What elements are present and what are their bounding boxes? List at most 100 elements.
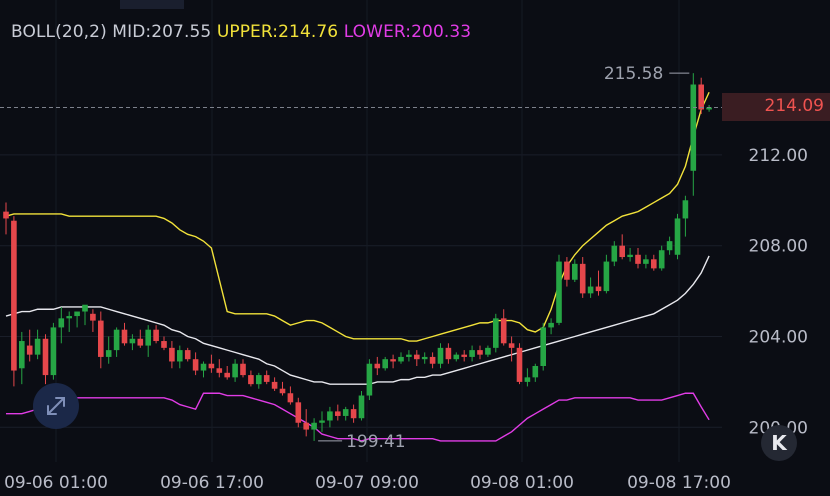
candles <box>3 73 712 441</box>
candle <box>421 352 428 364</box>
candle <box>532 363 539 382</box>
candle <box>11 216 17 387</box>
tab-indicator <box>120 0 184 9</box>
candle <box>82 304 88 326</box>
annotations: 215.58 199.41 <box>318 64 690 452</box>
candle <box>461 350 467 362</box>
candle <box>437 343 444 369</box>
candle-body <box>335 411 341 416</box>
candle-body <box>263 375 270 382</box>
candle <box>232 359 238 382</box>
candle <box>611 241 618 267</box>
k-line-toggle-button[interactable]: K <box>761 425 797 461</box>
candle-body <box>635 254 641 264</box>
candle-body <box>90 313 96 321</box>
candle <box>208 354 215 373</box>
candle <box>564 257 570 287</box>
candle <box>295 397 302 428</box>
candle-body <box>500 318 507 344</box>
candle <box>398 352 404 364</box>
candle <box>603 254 610 294</box>
candle <box>651 254 657 271</box>
y-tick-label: 208.00 <box>749 237 808 257</box>
candle <box>161 336 167 351</box>
candle-body <box>232 363 238 378</box>
candle-body <box>674 218 681 255</box>
candle-body <box>619 245 625 258</box>
candle-body <box>366 363 373 396</box>
candle-body <box>350 409 357 419</box>
candle-body <box>98 320 104 357</box>
x-tick-label: 09-08 17:00 <box>627 473 731 493</box>
candle <box>548 318 554 335</box>
x-axis: 09-06 01:00 09-06 17:00 09-07 09:00 09-08 0… <box>4 473 731 493</box>
candle-body <box>579 263 586 294</box>
candle <box>216 359 223 378</box>
candle-body <box>516 347 523 382</box>
candle-body <box>271 381 278 389</box>
candle <box>524 368 531 387</box>
last-price-label: 214.09 <box>764 96 824 117</box>
candle-body <box>603 261 610 292</box>
y-tick-label: 204.00 <box>749 327 808 347</box>
candle <box>390 354 396 369</box>
candle-body <box>161 341 167 348</box>
candle-body <box>374 363 381 369</box>
candle <box>42 334 49 385</box>
candle <box>579 257 586 298</box>
candle-body <box>556 261 562 323</box>
candle-body <box>153 329 159 342</box>
candle-body <box>287 393 294 403</box>
candle <box>90 309 96 332</box>
candle <box>666 236 673 255</box>
candle <box>184 347 191 362</box>
low-annotation: 199.41 <box>346 432 405 452</box>
candle-body <box>611 245 618 262</box>
candle <box>34 329 41 360</box>
candle-body <box>184 350 191 360</box>
high-annotation: 215.58 <box>604 64 663 84</box>
candle <box>256 372 262 389</box>
candle-body <box>26 345 33 355</box>
candle-body <box>311 422 317 430</box>
band-mid <box>5 255 710 385</box>
bollinger-bands <box>5 91 710 442</box>
candle <box>358 390 365 421</box>
band-lower <box>6 392 710 442</box>
candle-body <box>382 359 388 369</box>
candle-body <box>666 241 673 251</box>
candle <box>635 247 641 269</box>
candle-body <box>406 354 412 357</box>
candle-body <box>303 422 309 430</box>
candle-body <box>208 363 215 369</box>
candle-body <box>129 338 136 344</box>
fullscreen-arrows-icon <box>47 397 65 415</box>
fullscreen-button[interactable] <box>33 383 79 429</box>
candle <box>66 311 72 332</box>
candle-body <box>627 254 633 258</box>
candle <box>682 195 689 237</box>
candle <box>105 336 112 364</box>
candle <box>248 370 254 387</box>
candle <box>169 341 175 369</box>
candle-body <box>540 327 546 367</box>
last-price-tag: 214.09 <box>722 93 830 122</box>
candle <box>224 366 230 380</box>
candle <box>366 359 373 401</box>
candle-body <box>469 350 475 357</box>
candle <box>516 343 523 385</box>
candle-body <box>66 316 72 319</box>
candle <box>263 370 270 385</box>
candle-body <box>390 359 396 362</box>
candle-body <box>200 363 207 371</box>
candle-body <box>42 338 49 376</box>
candle <box>192 352 199 376</box>
candle-body <box>113 329 120 351</box>
x-tick-label: 09-06 01:00 <box>4 473 108 493</box>
candle-body <box>34 338 41 355</box>
candle <box>98 311 104 369</box>
candle-body <box>319 420 325 423</box>
